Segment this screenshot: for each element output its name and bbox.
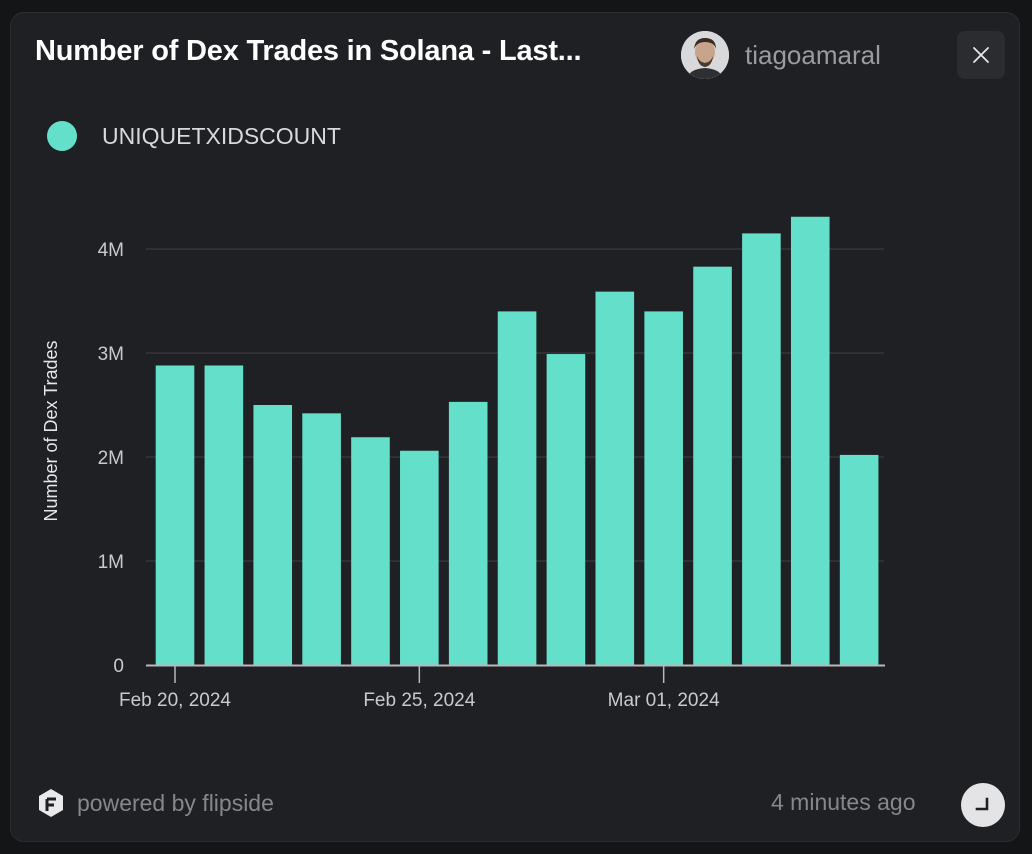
y-tick-label-4: 4M [98, 240, 124, 261]
bar-1 [204, 365, 244, 665]
bar-3 [302, 413, 341, 665]
y-tick-label-3: 3M [98, 344, 124, 365]
chart-title: Number of Dex Trades in Solana - Last... [35, 35, 582, 67]
bar-2 [253, 405, 293, 665]
footer-brand-text: powered by flipside [77, 789, 274, 816]
bar-11 [693, 266, 732, 665]
bar-12 [742, 233, 781, 665]
bar-7 [497, 311, 537, 665]
bar-14 [839, 454, 879, 665]
legend-marker [47, 121, 77, 151]
username[interactable]: tiagoamaral [745, 40, 881, 70]
user-avatar-icon [681, 31, 729, 79]
close-button[interactable] [957, 31, 1005, 79]
bar-10 [644, 311, 683, 665]
y-tick-label-0: 0 [113, 656, 124, 677]
y-tick-label-1: 1M [98, 552, 124, 573]
x-tick-label-1: Feb 25, 2024 [363, 690, 475, 711]
bar-9 [595, 291, 635, 665]
expand-icon [975, 797, 989, 811]
bar-4 [351, 437, 390, 665]
avatar[interactable] [681, 31, 729, 79]
y-axis-label: Number of Dex Trades [41, 340, 61, 521]
bar-0 [155, 365, 195, 665]
close-icon [973, 47, 989, 63]
chart-legend[interactable]: UNIQUETXIDSCOUNT [47, 121, 341, 151]
x-tick-label-2: Mar 01, 2024 [608, 690, 720, 711]
y-tick-label-2: 2M [98, 448, 124, 469]
bar-13 [790, 216, 830, 665]
bar-6 [448, 401, 488, 665]
bar-5 [400, 450, 439, 665]
legend-label: UNIQUETXIDSCOUNT [102, 122, 341, 149]
footer-brand[interactable]: powered by flipside [35, 787, 274, 819]
bar-8 [546, 354, 586, 665]
expand-button[interactable] [961, 783, 1005, 827]
x-tick-label-0: Feb 20, 2024 [119, 690, 231, 711]
updated-timestamp: 4 minutes ago [771, 789, 916, 815]
flipside-logo-icon [39, 789, 63, 817]
